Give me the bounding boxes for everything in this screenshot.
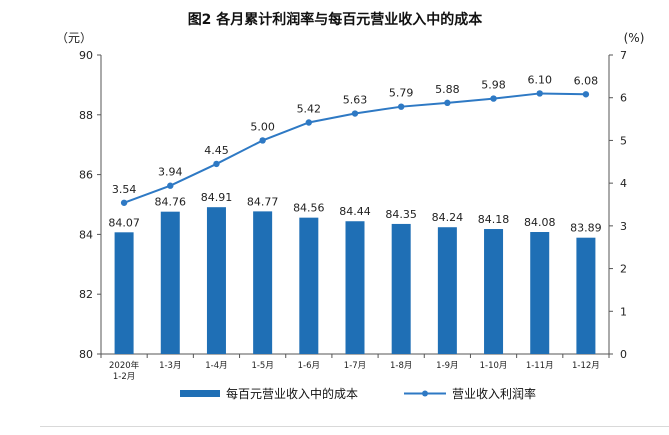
x-tick-label: 1-11月 — [526, 361, 554, 371]
cost-bar — [391, 223, 411, 354]
profit-margin-line — [123, 92, 586, 204]
right-tick-label: 4 — [620, 177, 627, 190]
x-tick-label: 1-9月 — [436, 361, 458, 371]
right-tick-label: 1 — [620, 305, 627, 318]
bar-value-label: 84.24 — [432, 211, 464, 224]
cost-bar — [299, 217, 319, 354]
x-tick-label: 1-6月 — [298, 361, 320, 371]
cost-bar — [253, 211, 273, 354]
legend-line-label: 营业收入利润率 — [452, 386, 536, 401]
cost-bar — [345, 221, 365, 354]
profit-margin-point — [536, 90, 543, 97]
bar-value-label: 84.35 — [385, 208, 417, 221]
left-tick-label: 82 — [79, 288, 93, 301]
line-value-label: 5.98 — [481, 79, 506, 92]
profit-margin-point — [167, 182, 174, 189]
line-value-label: 5.00 — [250, 120, 275, 133]
line-value-label: 5.42 — [297, 102, 322, 115]
x-tick-label: 1-5月 — [251, 361, 273, 371]
profit-margin-point — [582, 91, 590, 98]
profit-margin-point — [259, 137, 266, 144]
right-tick-label: 2 — [620, 263, 627, 276]
x-tick-label: 1-4月 — [205, 361, 227, 371]
profit-margin-point — [351, 110, 359, 117]
right-tick-label: 5 — [620, 134, 627, 147]
profit-margin-point — [397, 103, 405, 110]
right-tick-label: 7 — [620, 49, 627, 62]
bar-value-label: 84.56 — [293, 202, 325, 215]
line-value-label: 5.63 — [343, 94, 368, 107]
data-labels-layer: 84.07 84.76 84.91 84.77 84.56 84.44 84.35 84.24… — [108, 73, 601, 234]
cost-bar — [530, 232, 550, 354]
bars-layer — [114, 207, 596, 354]
legend-bar-label: 每百元营业收入中的成本 — [226, 386, 358, 401]
bar-value-label: 84.77 — [247, 195, 279, 208]
cost-bar — [484, 229, 504, 354]
line-value-label: 6.10 — [527, 73, 552, 86]
line-layer — [120, 90, 590, 206]
left-tick-label: 88 — [79, 109, 93, 122]
right-tick-label: 0 — [620, 348, 627, 361]
left-axis-unit: （元） — [56, 31, 92, 45]
x-tick-label: 1-10月 — [480, 361, 508, 371]
right-axis-unit: (%) — [624, 31, 645, 45]
cost-bar — [114, 232, 134, 354]
x-tick-label: 1-8月 — [390, 361, 412, 371]
bar-value-label: 83.89 — [570, 222, 602, 235]
bar-value-label: 84.76 — [155, 196, 187, 209]
right-tick-label: 6 — [620, 92, 627, 105]
legend-bar-swatch — [180, 390, 220, 397]
cost-bar — [206, 207, 226, 354]
bar-value-label: 84.07 — [108, 216, 140, 229]
left-tick-label: 90 — [79, 49, 93, 62]
line-value-label: 3.94 — [158, 166, 183, 179]
line-value-label: 4.45 — [204, 144, 229, 157]
left-tick-label: 80 — [79, 348, 93, 361]
profit-margin-point — [120, 199, 128, 206]
chart-title: 图2 各月累计利润率与每百元营业收入中的成本 — [188, 11, 484, 28]
bar-value-label: 84.18 — [478, 213, 510, 226]
x-tick-label: 1-12月 — [572, 361, 600, 371]
cost-bar — [576, 237, 596, 354]
profit-margin-point — [305, 119, 313, 126]
profit-margin-point — [490, 95, 497, 102]
bottom-divider — [40, 426, 669, 427]
x-tick-label: 1-3月 — [159, 361, 181, 371]
profit-margin-point — [213, 160, 220, 168]
legend: 每百元营业收入中的成本 营业收入利润率 — [180, 386, 536, 401]
profit-margin-point — [444, 99, 451, 107]
cost-bar — [160, 211, 180, 354]
line-value-label: 6.08 — [574, 74, 599, 87]
line-value-label: 5.79 — [389, 87, 414, 100]
right-tick-label: 3 — [620, 220, 627, 233]
bar-value-label: 84.08 — [524, 216, 556, 229]
x-tick-label: 2020年 1-2月 — [109, 360, 140, 382]
bar-value-label: 84.44 — [339, 205, 371, 218]
line-value-label: 5.88 — [435, 83, 460, 96]
left-tick-label: 84 — [79, 228, 93, 241]
bar-value-label: 84.91 — [201, 191, 233, 204]
legend-line-marker — [422, 390, 428, 397]
x-tick-label: 1-7月 — [344, 361, 366, 371]
axes-layer: 80 82 84 86 88 90 0 1 2 3 4 5 6 7 2020年 1-2月 1-3月 1-4月 1-5… — [79, 49, 627, 382]
cost-bar — [437, 227, 457, 354]
line-value-label: 3.54 — [112, 183, 137, 196]
left-tick-label: 86 — [79, 169, 93, 182]
